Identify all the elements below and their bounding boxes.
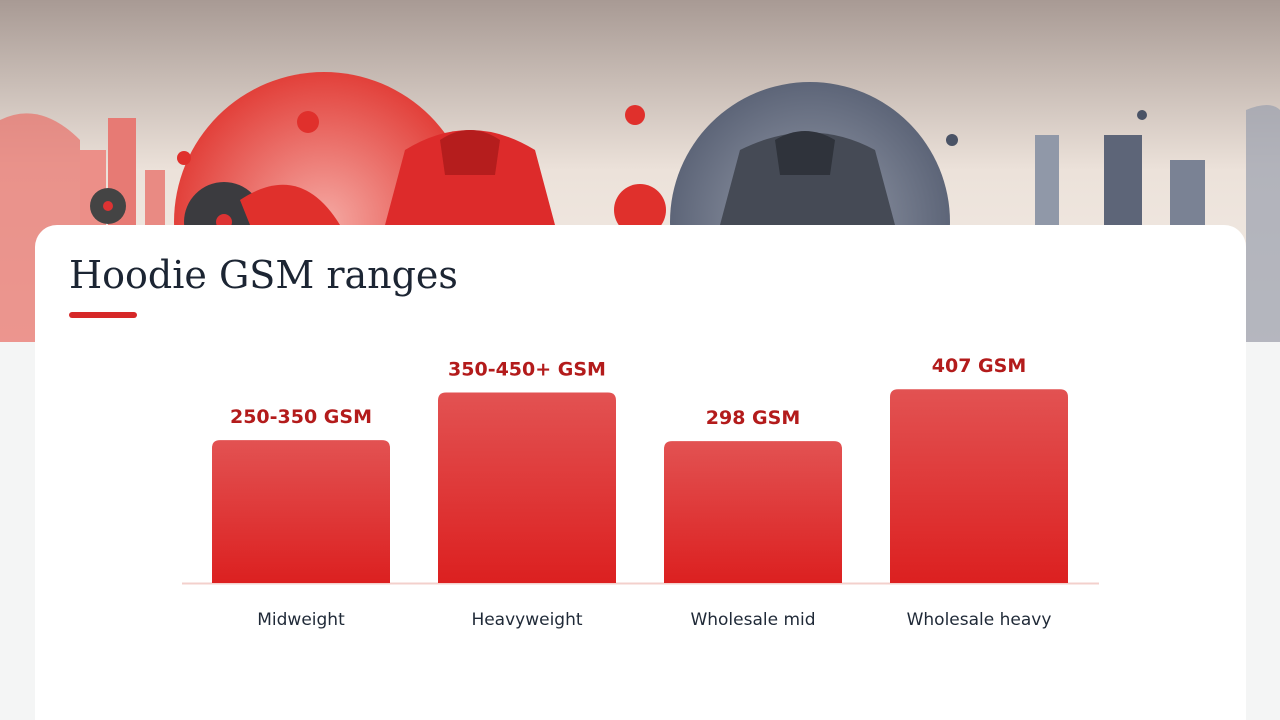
bar xyxy=(890,389,1068,583)
value-label: 298 GSM xyxy=(706,407,800,429)
value-label: 350-450+ GSM xyxy=(448,359,606,381)
value-label: 250-350 GSM xyxy=(230,406,372,428)
category-label: Midweight xyxy=(257,610,345,630)
bar xyxy=(438,392,616,583)
value-label: 407 GSM xyxy=(932,355,1026,377)
bar xyxy=(212,440,390,583)
category-label: Heavyweight xyxy=(471,610,582,630)
title-underline xyxy=(69,312,137,318)
category-label: Wholesale mid xyxy=(690,610,815,630)
chart-title: Hoodie GSM ranges xyxy=(69,253,458,297)
bar xyxy=(664,441,842,583)
category-label: Wholesale heavy xyxy=(907,610,1052,630)
card xyxy=(35,225,1246,720)
